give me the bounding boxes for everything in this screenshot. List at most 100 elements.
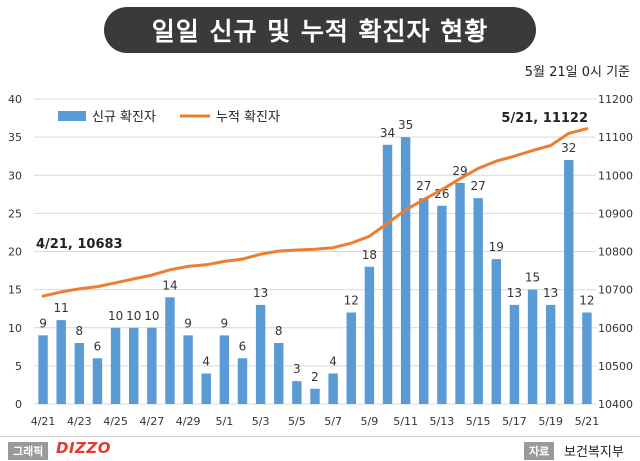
bar [274, 343, 284, 404]
y-right-tick-label: 10900 [598, 207, 633, 220]
y-left-tick-label: 15 [8, 284, 22, 297]
bar [346, 312, 356, 404]
y-right-tick-label: 10700 [598, 284, 633, 297]
brand-logo: DIZZO [56, 439, 112, 457]
bar [527, 289, 538, 404]
bar [491, 259, 502, 404]
x-tick-label: 4/25 [103, 415, 128, 428]
y-left-tick-label: 10 [8, 322, 22, 335]
bar [74, 343, 85, 404]
bar-value-label: 27 [471, 179, 486, 193]
bar-value-label: 9 [184, 316, 192, 330]
bar-value-label: 34 [380, 126, 395, 140]
bar [38, 335, 48, 404]
x-tick-label: 5/5 [288, 415, 306, 428]
bar [564, 160, 574, 404]
bar [419, 198, 429, 404]
bar [56, 320, 66, 404]
bar-value-label: 13 [507, 286, 522, 300]
bar [201, 373, 211, 404]
bar [473, 198, 483, 404]
x-tick-label: 5/3 [252, 415, 270, 428]
y-right-tick-label: 11200 [598, 93, 633, 106]
bar-value-label: 12 [344, 294, 359, 308]
y-left-tick-label: 40 [8, 93, 22, 106]
x-tick-label: 5/9 [361, 415, 379, 428]
bar-value-label: 9 [221, 316, 229, 330]
annotation-start: 4/21, 10683 [36, 237, 123, 252]
bar [183, 335, 193, 404]
bar [382, 144, 393, 404]
bar-value-label: 13 [543, 286, 558, 300]
x-tick-label: 5/15 [466, 415, 491, 428]
bar [310, 388, 320, 404]
bar [400, 137, 411, 404]
bar-value-label: 35 [398, 118, 413, 132]
x-tick-label: 5/17 [502, 415, 527, 428]
y-right-tick-label: 11100 [598, 131, 633, 144]
bar [509, 304, 520, 404]
y-right-tick-label: 10400 [598, 398, 633, 411]
credit-label: 그래픽 [8, 442, 49, 460]
cumulative-line [41, 127, 589, 298]
bar [128, 327, 139, 404]
bar-value-label: 12 [579, 294, 594, 308]
bar-value-label: 8 [275, 324, 283, 338]
bar-value-label: 3 [293, 362, 301, 376]
bar [437, 205, 447, 404]
source-label: 자료 [524, 442, 555, 460]
bar-value-label: 18 [362, 248, 377, 262]
bar-value-label: 4 [329, 355, 337, 369]
x-tick-label: 5/7 [324, 415, 342, 428]
bar-value-label: 10 [126, 309, 141, 323]
bar [147, 327, 157, 404]
bar-value-label: 15 [525, 271, 540, 285]
y-left-tick-label: 5 [15, 360, 22, 373]
title-banner: 일일 신규 및 누적 확진자 현황 [104, 7, 536, 53]
bar-value-label: 6 [239, 339, 247, 353]
bar [110, 327, 121, 404]
bar-value-label: 29 [452, 164, 467, 178]
bar [255, 304, 266, 404]
bar-value-label: 19 [489, 240, 504, 254]
bar [545, 304, 556, 404]
chart-title: 일일 신규 및 누적 확진자 현황 [151, 17, 489, 46]
y-left-tick-label: 20 [8, 246, 22, 259]
x-tick-label: 4/27 [139, 415, 164, 428]
x-tick-label: 5/21 [575, 415, 600, 428]
y-right-tick-label: 10500 [598, 360, 633, 373]
bar [582, 312, 592, 404]
bar-value-label: 27 [416, 179, 431, 193]
bar-value-label: 13 [253, 286, 268, 300]
bar-value-label: 10 [144, 309, 159, 323]
y-left-tick-label: 0 [15, 398, 22, 411]
y-left-tick-label: 30 [8, 169, 22, 182]
chart-subtitle: 5월 21일 0시 기준 [524, 65, 630, 80]
legend-bar-swatch [58, 111, 86, 121]
bar [237, 358, 248, 404]
bar [455, 182, 465, 404]
footer: 그래픽 DIZZO 자료 보건복지부 [0, 436, 640, 461]
x-tick-label: 5/13 [430, 415, 455, 428]
bar-value-label: 6 [94, 339, 102, 353]
y-right-tick-label: 11000 [598, 169, 633, 182]
bar-value-label: 9 [39, 316, 47, 330]
bar-value-label: 2 [311, 370, 319, 384]
legend-line-label: 누적 확진자 [216, 110, 280, 125]
x-tick-label: 4/23 [67, 415, 92, 428]
bar-value-label: 32 [561, 141, 576, 155]
bar-value-label: 14 [162, 278, 177, 292]
bar-value-label: 4 [202, 355, 210, 369]
bar [165, 297, 175, 404]
y-left-tick-label: 25 [8, 207, 22, 220]
x-tick-label: 5/19 [538, 415, 563, 428]
legend-bar-label: 신규 확진자 [92, 110, 156, 125]
x-tick-label: 5/1 [216, 415, 234, 428]
bar-value-label: 8 [76, 324, 84, 338]
bar [92, 358, 103, 404]
bar [292, 381, 302, 404]
annotation-end: 5/21, 11122 [501, 111, 588, 126]
y-right-tick-label: 10800 [598, 246, 633, 259]
y-right-tick-label: 10600 [598, 322, 633, 335]
bar [219, 335, 230, 404]
